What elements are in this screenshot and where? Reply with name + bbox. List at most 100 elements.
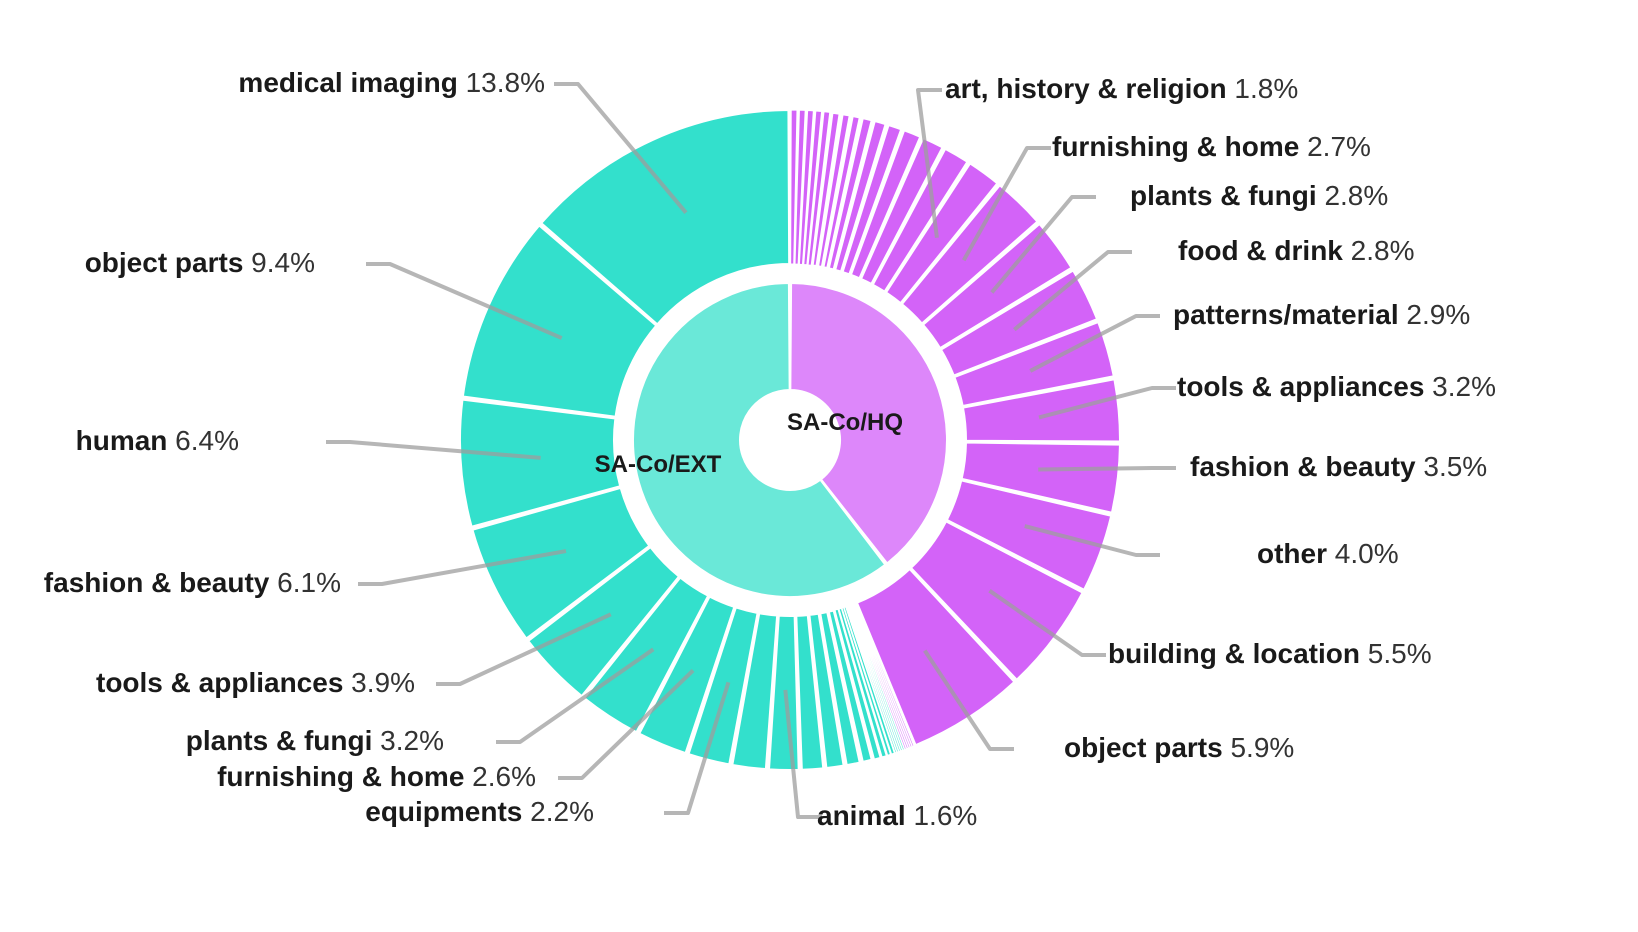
outer-slice-hq-food-drink: [939, 269, 1099, 377]
label-name: human: [76, 425, 176, 456]
outer-slice-hq-minor-5: [811, 111, 841, 267]
outer-slice-hq-art-history-religion: [885, 162, 999, 305]
outer-slice-hq-minor-8: [827, 117, 873, 271]
label-hq-food-drink: food & drink 2.8%: [1178, 235, 1414, 266]
category-labels: art, history & religion 1.8% furnishing &…: [44, 67, 1496, 831]
outer-slice-hq-furnishing-home: [900, 184, 1039, 325]
label-name: building & location: [1108, 638, 1368, 669]
outer-slice-ext-tools-appliances: [527, 546, 680, 697]
leader-line-ext-equipments: [664, 681, 731, 815]
label-percent: 2.8%: [1324, 180, 1388, 211]
outer-slice-ext-equipments: [687, 606, 759, 766]
outer-slice-ext-minor-40: [808, 612, 845, 769]
label-name: tools & appliances: [96, 667, 351, 698]
label-hq-other: other 4.0%: [1257, 538, 1399, 569]
inner-label-ext: SA-Co/EXT: [595, 451, 722, 478]
label-name: fashion & beauty: [44, 567, 277, 598]
inner-ring: [632, 281, 948, 598]
label-hq-art-history-religion: art, history & religion 1.8%: [945, 73, 1298, 104]
label-name: medical imaging: [238, 67, 465, 98]
label-name: tools & appliances: [1177, 371, 1432, 402]
label-name: object parts: [1064, 732, 1230, 763]
label-name: plants & fungi: [1130, 180, 1324, 211]
outer-slice-hq-minor-6: [817, 113, 851, 268]
label-name: patterns/material: [1173, 299, 1406, 330]
leader-lines: [326, 82, 1176, 819]
outer-slice-hq-object-parts: [855, 568, 1016, 747]
leader-line-hq-tools-appliances: [1038, 386, 1176, 420]
label-ext-furnishing-home: furnishing & home 2.6%: [217, 761, 536, 792]
outer-slice-hq-minor-0: [790, 109, 798, 265]
label-percent: 1.8%: [1234, 73, 1298, 104]
outer-slice-hq-minor-7: [822, 115, 861, 269]
outer-slice-ext-minor-39: [819, 611, 861, 767]
outer-slice-hq-other: [945, 479, 1113, 591]
outer-slice-ext-object-parts: [461, 224, 658, 418]
label-ext-animal: animal 1.6%: [817, 800, 977, 831]
label-ext-human: human 6.4%: [76, 425, 239, 456]
outer-slice-hq-minor-11: [849, 129, 922, 280]
leader-line-hq-furnishing-home: [961, 146, 1051, 262]
label-ext-fashion-beauty: fashion & beauty 6.1%: [44, 567, 341, 598]
label-name: object parts: [85, 247, 251, 278]
label-percent: 4.0%: [1335, 538, 1399, 569]
outer-slice-hq-minor-9: [834, 120, 887, 273]
outer-slice-ext-human: [459, 398, 622, 528]
label-hq-object-parts: object parts 5.9%: [1064, 732, 1294, 763]
outer-slice-hq-minor-2: [798, 109, 814, 265]
label-percent: 2.6%: [472, 761, 536, 792]
label-hq-tools-appliances: tools & appliances 3.2%: [1177, 371, 1496, 402]
label-name: plants & fungi: [186, 725, 380, 756]
label-ext-plants-fungi: plants & fungi 3.2%: [186, 725, 444, 756]
outer-slice-ext-minor-37: [834, 608, 881, 760]
outer-slice-ext-minor-38: [827, 609, 873, 763]
label-hq-fashion-beauty: fashion & beauty 3.5%: [1190, 451, 1487, 482]
leader-line-hq-fashion-beauty: [1038, 466, 1176, 472]
leader-line-hq-art-history-religion: [916, 88, 942, 239]
label-hq-patterns-material: patterns/material 2.9%: [1173, 299, 1470, 330]
outer-ring: [459, 109, 1122, 771]
leader-line-hq-patterns-material: [1029, 314, 1160, 373]
label-percent: 2.2%: [530, 796, 594, 827]
outer-slice-ext-minor-43: [731, 612, 779, 771]
label-ext-medical-imaging: medical imaging 13.8%: [238, 67, 545, 98]
label-percent: 5.9%: [1230, 732, 1294, 763]
label-percent: 2.9%: [1406, 299, 1470, 330]
leader-line-ext-medical-imaging: [554, 82, 688, 214]
label-percent: 3.2%: [1432, 371, 1496, 402]
label-name: furnishing & home: [1052, 131, 1307, 162]
leader-line-hq-object-parts: [923, 649, 1014, 751]
label-hq-furnishing-home: furnishing & home 2.7%: [1052, 131, 1371, 162]
label-name: other: [1257, 538, 1335, 569]
center-labels: SA-Co/HQ SA-Co/EXT: [595, 409, 903, 478]
outer-slice-hq-minor-13: [871, 147, 969, 293]
label-name: furnishing & home: [217, 761, 472, 792]
leader-line-ext-tools-appliances: [436, 612, 612, 686]
label-percent: 13.8%: [466, 67, 545, 98]
label-ext-object-parts: object parts 9.4%: [85, 247, 315, 278]
outer-slice-hq-minor-4: [807, 111, 831, 266]
label-percent: 2.7%: [1307, 131, 1371, 162]
outer-slice-hq-minor-3: [803, 110, 823, 266]
outer-slice-hq-fashion-beauty: [960, 441, 1121, 514]
inner-label-hq: SA-Co/HQ: [787, 409, 903, 436]
label-percent: 6.4%: [175, 425, 239, 456]
outer-slice-ext-minor-41: [795, 614, 825, 771]
outer-slice-ext-medical-imaging: [540, 109, 791, 326]
label-name: animal: [817, 800, 913, 831]
label-ext-tools-appliances: tools & appliances 3.9%: [96, 667, 415, 698]
outer-slice-ext-minor-35: [841, 607, 891, 756]
label-percent: 1.6%: [913, 800, 977, 831]
inner-slice-sa-co-ext: [632, 281, 887, 598]
label-ext-equipments: equipments 2.2%: [365, 796, 594, 827]
label-percent: 5.5%: [1368, 638, 1432, 669]
label-percent: 3.5%: [1423, 451, 1487, 482]
leader-line-hq-building-location: [988, 589, 1106, 657]
outer-slice-ext-fashion-beauty: [471, 486, 651, 640]
label-percent: 3.2%: [380, 725, 444, 756]
leader-line-ext-furnishing-home: [558, 669, 695, 780]
leader-line-ext-fashion-beauty: [358, 549, 567, 586]
leader-line-ext-human: [326, 440, 541, 460]
label-percent: 3.9%: [351, 667, 415, 698]
